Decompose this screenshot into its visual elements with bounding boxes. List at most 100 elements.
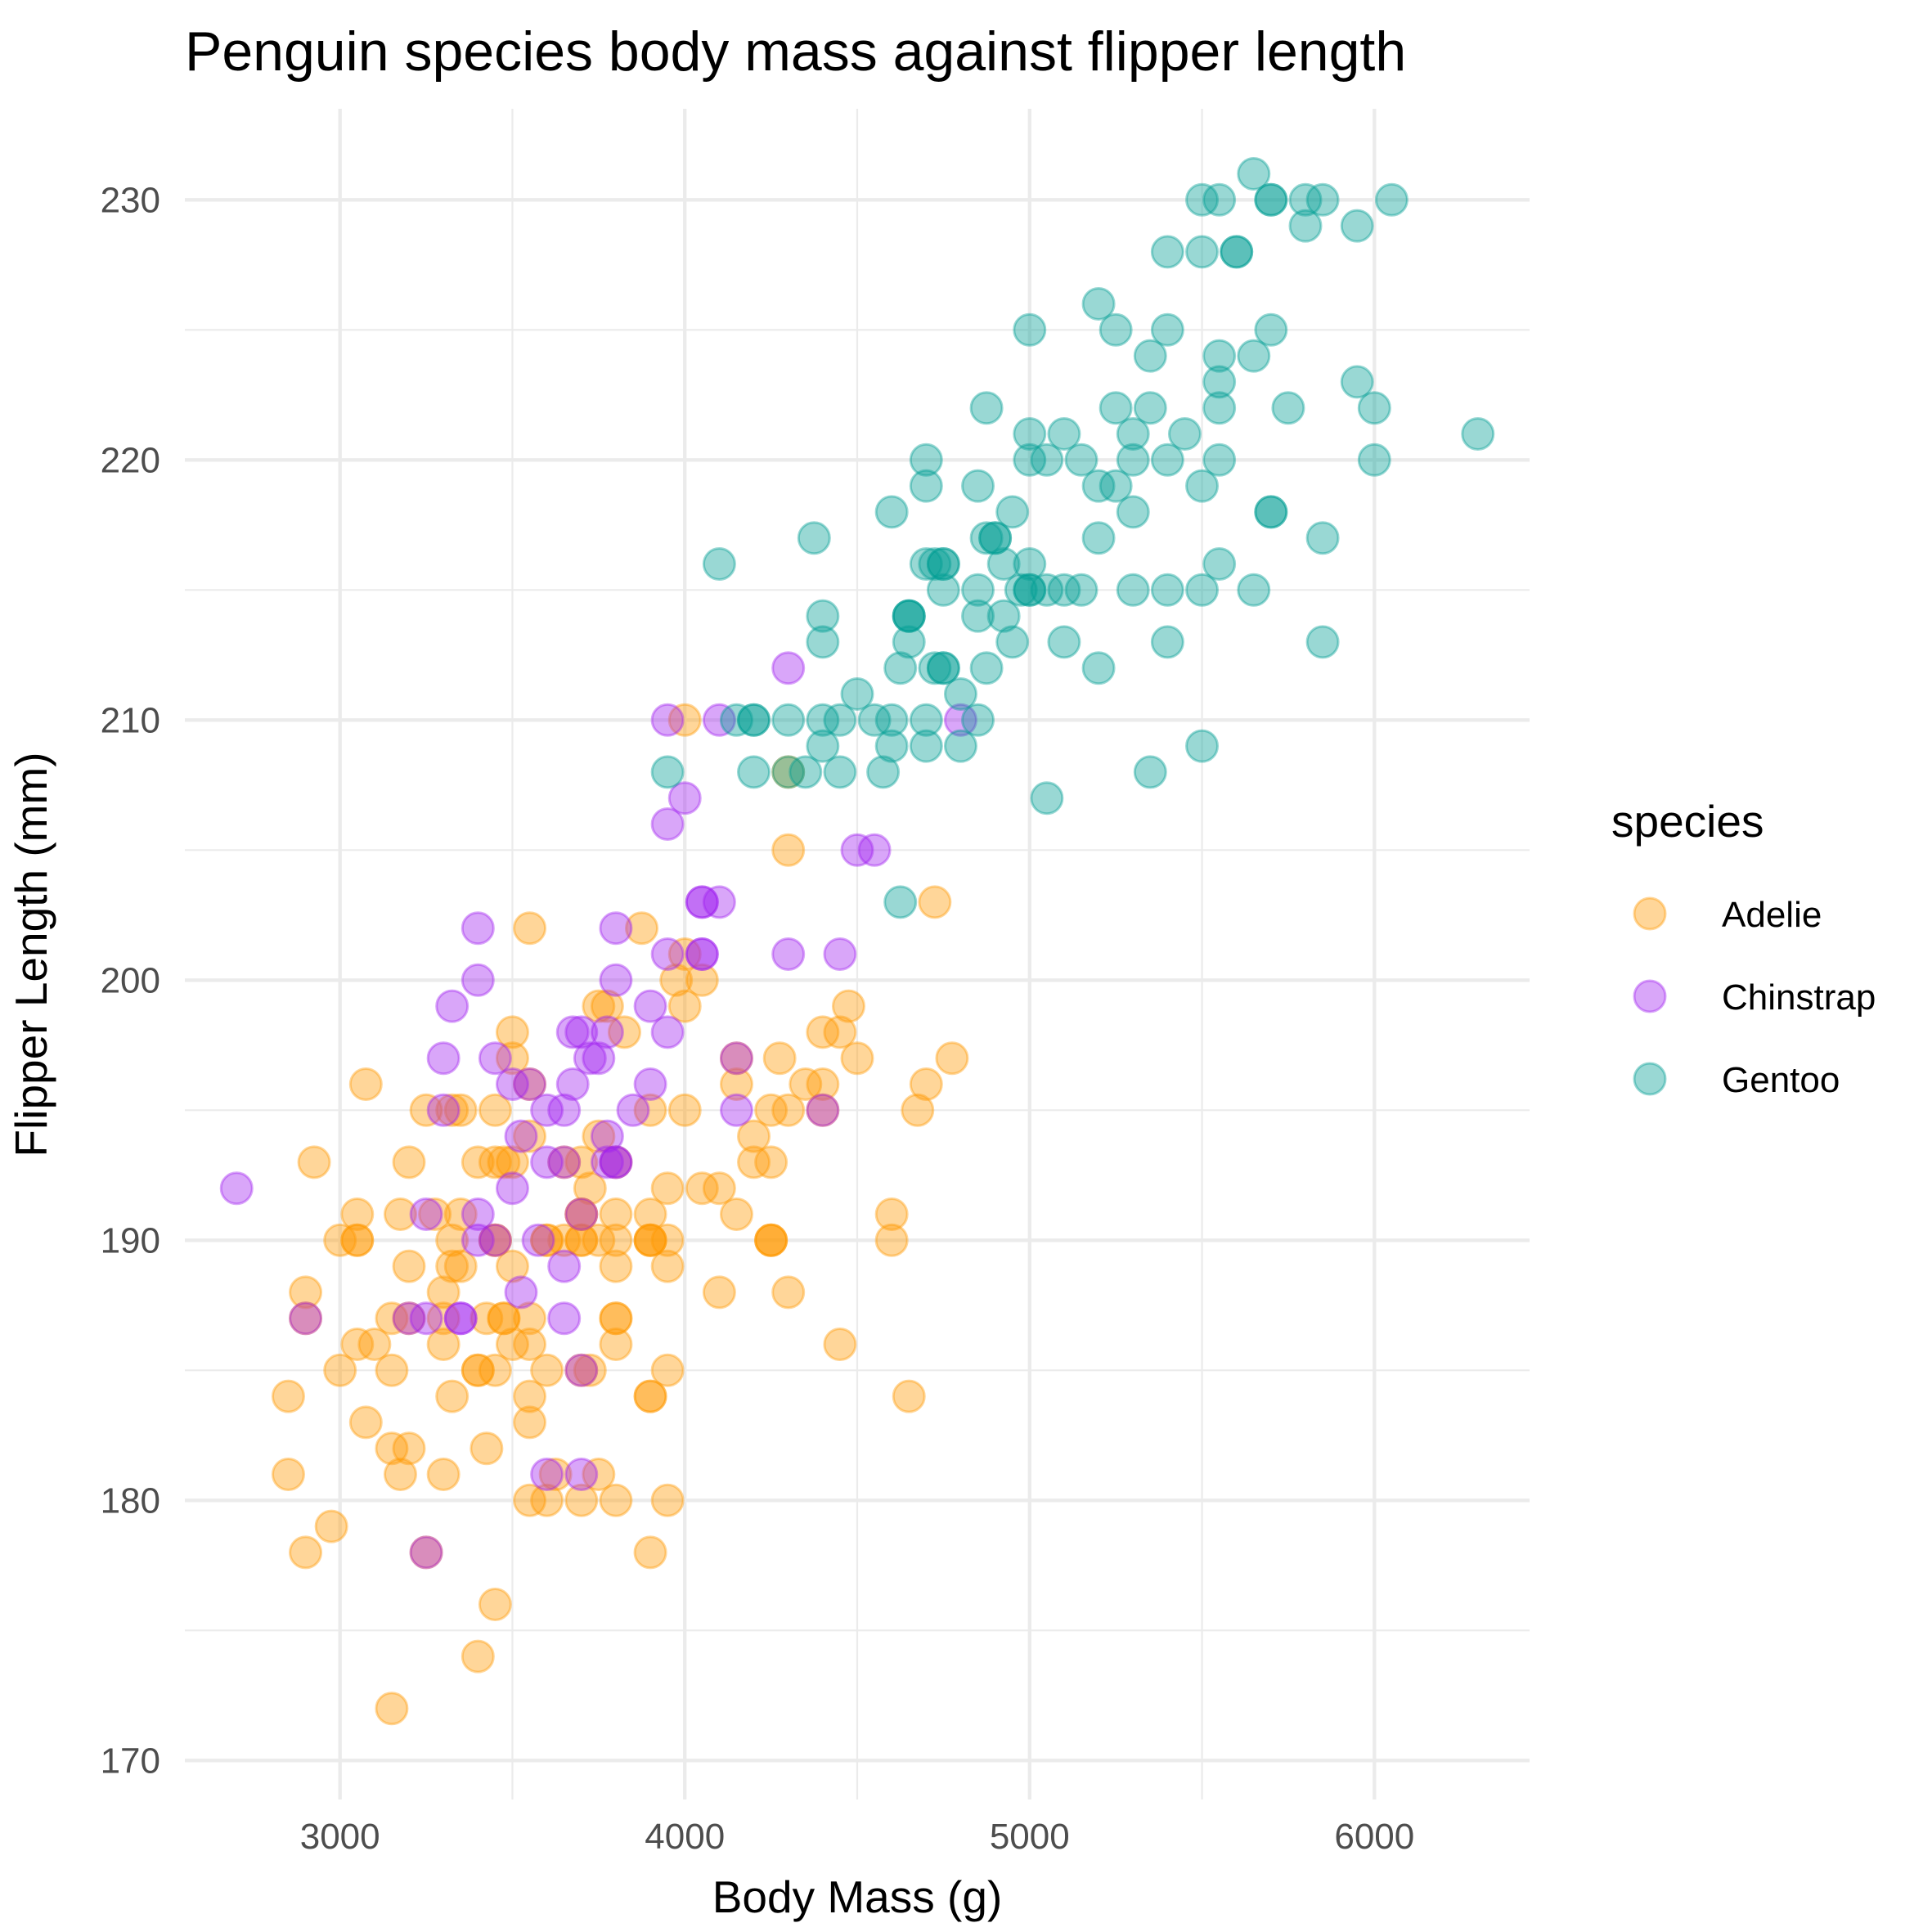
chinstrap-point <box>564 1015 599 1049</box>
chinstrap-point <box>219 1171 254 1206</box>
gentoo-point <box>995 625 1030 659</box>
gentoo-point <box>806 625 840 659</box>
gentoo-point <box>1185 235 1220 269</box>
x-tick-label: 5000 <box>990 1817 1070 1857</box>
chinstrap-point <box>667 781 702 815</box>
adelie-point <box>599 1483 633 1517</box>
gentoo-point <box>909 547 943 581</box>
adelie-point <box>874 1197 909 1231</box>
gentoo-point <box>892 599 926 633</box>
adelie-point <box>418 1197 452 1231</box>
adelie-point <box>599 1249 633 1283</box>
gentoo-point <box>969 651 1004 685</box>
adelie-point <box>823 1015 857 1049</box>
y-axis-tick-labels: 170 180 190 200 210 220 230 <box>101 180 160 1781</box>
gentoo-point <box>1305 521 1340 555</box>
gentoo-point <box>1004 573 1038 607</box>
adelie-point <box>633 1379 667 1413</box>
gentoo-point <box>1220 235 1254 269</box>
adelie-point <box>650 1353 685 1387</box>
gentoo-point <box>1202 182 1237 217</box>
gentoo-point <box>1030 781 1064 815</box>
chinstrap-point <box>650 703 685 737</box>
chinstrap-point <box>504 1119 538 1153</box>
chinstrap-point <box>599 963 633 997</box>
gentoo-point <box>650 755 685 789</box>
gentoo-point <box>892 599 926 633</box>
adelie-point <box>478 1223 512 1257</box>
gentoo-point <box>1237 339 1271 373</box>
gentoo-point <box>1081 469 1116 503</box>
y-axis-title: Flipper Length (mm) <box>6 752 56 1157</box>
gentoo-point <box>909 443 943 477</box>
gentoo-point <box>1202 365 1237 399</box>
chinstrap-point <box>409 1197 443 1231</box>
adelie-point <box>461 1145 495 1179</box>
gentoo-point <box>1133 339 1167 373</box>
legend-key-adelie <box>1633 896 1667 931</box>
adelie-point <box>409 1093 443 1127</box>
gentoo-point <box>797 521 831 555</box>
chinstrap-point <box>685 937 719 971</box>
gentoo-point <box>986 599 1021 633</box>
gentoo-point <box>926 547 960 581</box>
gentoo-point <box>1047 573 1081 607</box>
adelie-point <box>874 1223 909 1257</box>
gentoo-point <box>1357 443 1391 477</box>
gentoo-point <box>874 703 909 737</box>
adelie-point <box>435 1093 470 1127</box>
adelie-point <box>573 1353 607 1387</box>
gentoo-point <box>1081 521 1116 555</box>
chinstrap-point <box>530 1093 564 1127</box>
adelie-point <box>513 1067 547 1101</box>
gentoo-point <box>1254 182 1288 217</box>
adelie-point <box>289 1535 323 1570</box>
adelie-point <box>271 1379 305 1413</box>
x-axis-title: Body Mass (g) <box>712 1871 1003 1922</box>
gentoo-point <box>1150 573 1184 607</box>
adelie-point <box>495 1328 529 1361</box>
adelie-point <box>495 1249 529 1283</box>
gentoo-point <box>1288 182 1323 217</box>
adelie-point <box>685 963 719 997</box>
adelie-point <box>435 1379 470 1413</box>
gentoo-point <box>1013 573 1047 607</box>
adelie-point <box>323 1353 357 1387</box>
adelie-point <box>719 1041 753 1076</box>
gentoo-point <box>1305 182 1340 217</box>
legend: species Adelie Chinstrap Gentoo <box>1611 796 1876 1100</box>
chinstrap-point <box>616 1093 650 1127</box>
adelie-point <box>513 911 547 946</box>
legend-label-gentoo: Gentoo <box>1722 1060 1840 1100</box>
adelie-point <box>487 1145 521 1179</box>
adelie-point <box>754 1093 789 1127</box>
adelie-point <box>737 1145 771 1179</box>
gentoo-point <box>961 573 995 607</box>
chinstrap-point <box>590 1119 624 1153</box>
gentoo-point <box>926 573 960 607</box>
gentoo-point <box>1237 157 1271 191</box>
adelie-point <box>754 1223 789 1257</box>
adelie-point <box>348 1405 383 1440</box>
gentoo-point <box>926 547 960 581</box>
adelie-point <box>667 937 702 971</box>
gentoo-point <box>1030 443 1064 477</box>
gentoo-point <box>1254 495 1288 529</box>
adelie-point <box>323 1223 357 1257</box>
gentoo-point <box>978 521 1013 555</box>
adelie-point <box>659 963 694 997</box>
adelie-point <box>513 1328 547 1361</box>
adelie-point <box>599 1328 633 1361</box>
adelie-point <box>650 1249 685 1283</box>
gentoo-point <box>1185 729 1220 763</box>
adelie-point <box>513 1119 547 1153</box>
chinstrap-point <box>461 1197 495 1231</box>
adelie-point <box>513 1379 547 1413</box>
adelie-point <box>435 1249 470 1283</box>
adelie-point <box>375 1431 409 1466</box>
gentoo-point <box>909 729 943 763</box>
adelie-point <box>271 1458 305 1491</box>
adelie-point <box>375 1353 409 1387</box>
legend-key-gentoo <box>1633 1062 1667 1096</box>
x-tick-label: 4000 <box>645 1817 725 1857</box>
